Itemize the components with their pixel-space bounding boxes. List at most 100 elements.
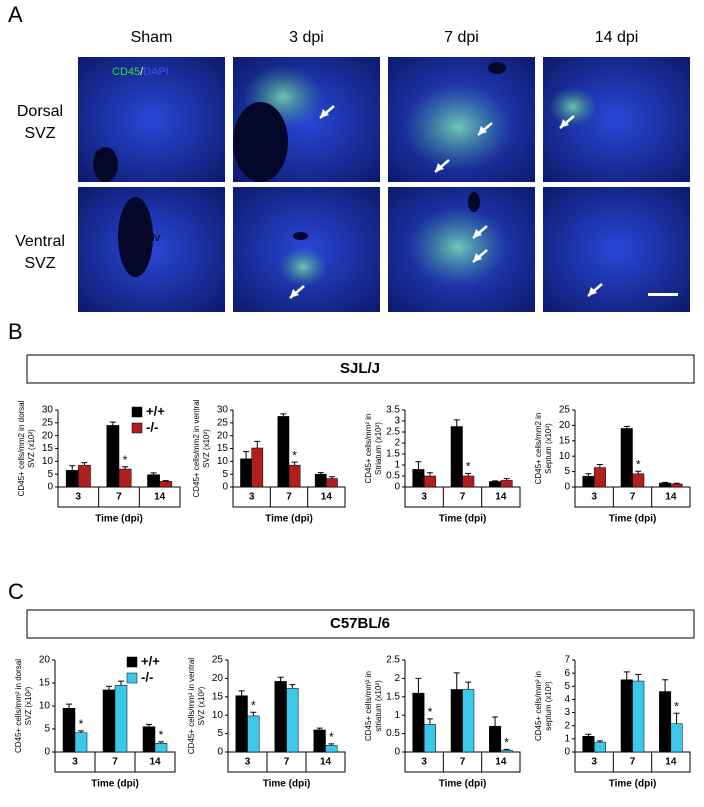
bar (114, 685, 128, 753)
error-bar (81, 462, 88, 466)
ventricle (293, 232, 308, 240)
error-bar (146, 723, 152, 727)
bar (462, 689, 475, 753)
significance-star: * (428, 705, 433, 719)
stain-part: CD45 (112, 66, 140, 78)
bar (593, 741, 606, 753)
error-bar (596, 740, 603, 743)
y-tick-label: 10 (217, 456, 229, 467)
cd45-signal (278, 247, 328, 287)
error-bar (118, 680, 124, 686)
significance-star: * (636, 457, 641, 471)
bar (582, 735, 595, 753)
bar (235, 695, 248, 753)
x-tick-label: 14 (149, 757, 161, 768)
y-tick-label: 0 (394, 482, 400, 493)
x-tick-label: 3 (76, 492, 82, 503)
y-tick-label: 0 (217, 747, 223, 758)
error-bar (492, 480, 499, 482)
significance-star: * (159, 728, 164, 742)
column-header: 3 dpi (289, 29, 324, 46)
bar (620, 428, 633, 488)
error-bar (465, 681, 472, 690)
legend-label: -/- (146, 419, 158, 434)
y-tick-label: 20 (559, 420, 571, 431)
arrow-head (435, 163, 444, 172)
y-tick-label: 2 (394, 438, 400, 449)
y-tick-label: 20 (42, 430, 54, 441)
x-tick-label: 7 (630, 757, 636, 768)
y-tick-label: 25 (217, 417, 229, 428)
bar (313, 729, 326, 753)
bar (670, 483, 683, 488)
x-tick-label: 3 (591, 492, 597, 503)
error-bar (585, 733, 592, 737)
legend-swatch (131, 422, 143, 434)
error-bar (453, 672, 460, 690)
bar (632, 473, 645, 488)
y-tick-label: 0.5 (386, 471, 400, 482)
column-header: 7 dpi (444, 29, 479, 46)
bar (247, 715, 260, 753)
significance-star: * (79, 717, 84, 731)
y-axis-label: septum (x10²) (544, 681, 553, 731)
y-tick-label: 30 (217, 405, 229, 416)
y-axis-label: CD45+ cells/mm2 in dorsal (17, 400, 26, 496)
cd45-signal (548, 87, 598, 127)
y-tick-label: 3 (394, 416, 400, 427)
bar (632, 680, 645, 753)
error-bar (254, 440, 261, 448)
y-tick-label: 0.5 (386, 728, 400, 739)
bar (118, 468, 132, 488)
y-tick-label: 0 (47, 482, 53, 493)
panel-label: B (8, 319, 23, 344)
y-tick-label: 7 (564, 655, 570, 666)
legend-swatch (126, 656, 138, 668)
bar (582, 475, 595, 488)
x-tick-label: 14 (320, 757, 332, 768)
legend-label: +/+ (141, 653, 160, 668)
error-bar (673, 712, 680, 724)
y-axis-label: SVZ (x10²) (24, 686, 33, 725)
bar (106, 425, 120, 488)
y-axis-label: CD45+ cells/mm² in (534, 671, 543, 741)
x-tick-label: 14 (665, 492, 677, 503)
legend-swatch (126, 672, 138, 684)
arrow-head (473, 229, 482, 238)
bar (314, 473, 327, 488)
bar (659, 482, 672, 488)
bar (277, 416, 290, 488)
column-header: 14 dpi (595, 29, 639, 46)
y-tick-label: 30 (42, 405, 54, 416)
bar (670, 723, 683, 753)
error-bar (426, 718, 433, 725)
error-bar (635, 470, 642, 474)
bar (251, 447, 264, 488)
error-bar (317, 472, 324, 475)
error-bar (238, 690, 245, 696)
bar (159, 481, 173, 488)
bar (240, 458, 252, 488)
y-tick-label: 0 (564, 482, 570, 493)
bar (450, 689, 463, 753)
ventricle (468, 192, 480, 212)
y-tick-label: 5 (564, 466, 570, 477)
stain-part: DAPI (143, 66, 169, 78)
bar (147, 474, 160, 488)
error-bar (662, 481, 669, 483)
micrographs: Sham 3 dpi 7 dpi 14 dpi Dorsal SVZ Ventral SVZ C… (15, 29, 690, 312)
error-bar (280, 413, 287, 417)
bar (78, 464, 91, 488)
error-bar (415, 461, 422, 470)
bar (142, 726, 156, 753)
bar (62, 708, 76, 753)
x-tick-label: 14 (154, 492, 166, 503)
scale-bar (648, 293, 678, 296)
strain-box (26, 354, 695, 384)
bar (620, 679, 633, 753)
bar (286, 688, 299, 753)
lv-label: lv (95, 149, 103, 161)
y-tick-label: 1 (564, 733, 570, 744)
legend-label: -/- (141, 669, 153, 684)
bar (500, 480, 513, 488)
